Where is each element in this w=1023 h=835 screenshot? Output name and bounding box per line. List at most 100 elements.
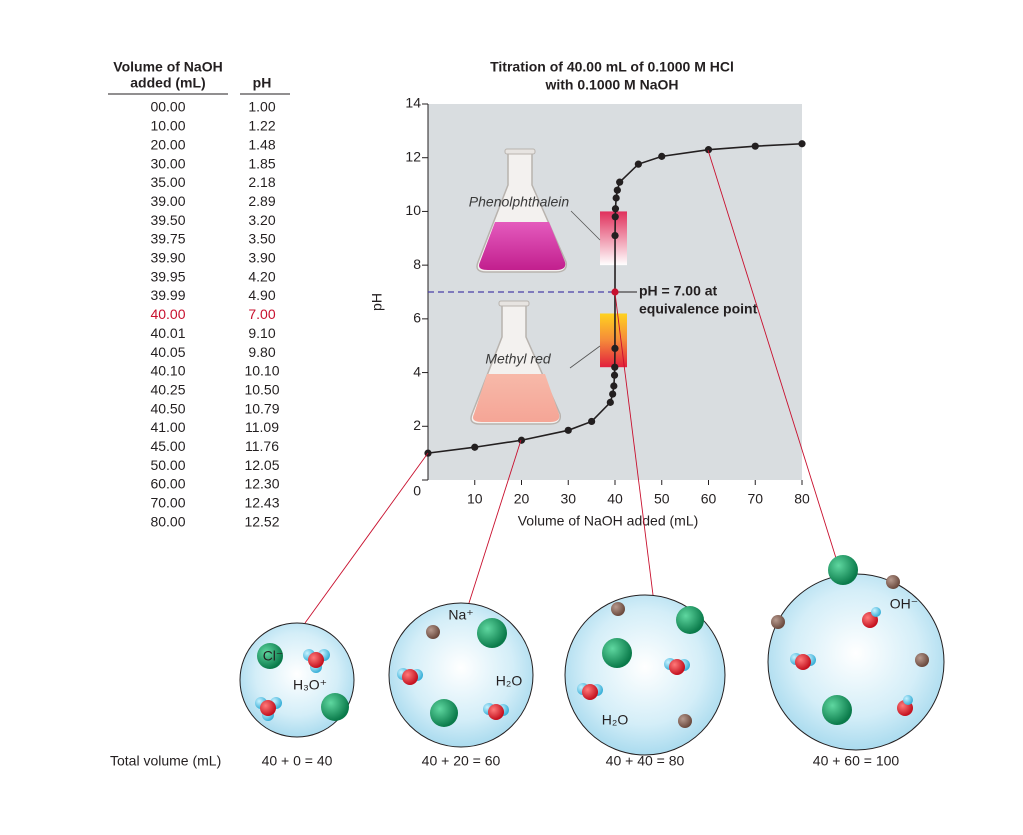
- connector-line: [304, 452, 429, 624]
- table-cell: 9.10: [248, 325, 275, 341]
- particle: [260, 700, 276, 716]
- particle: [488, 704, 504, 720]
- species-label: H₂O: [496, 673, 523, 689]
- data-point: [606, 398, 614, 406]
- table-cell: 39.90: [150, 250, 185, 266]
- data-point: [611, 213, 619, 221]
- table-header: Volume of NaOH: [113, 59, 222, 75]
- data-point: [613, 186, 621, 194]
- leader-line: [570, 210, 601, 241]
- data-point: [611, 344, 619, 352]
- table-cell: 11.76: [245, 438, 279, 454]
- data-point: [611, 363, 619, 371]
- table-cell: 12.05: [244, 457, 279, 473]
- indicator-label: Methyl red: [485, 351, 552, 367]
- table-cell: 39.50: [150, 212, 185, 228]
- y-axis-label: pH: [369, 293, 385, 311]
- table-cell: 40.25: [150, 381, 185, 397]
- table-cell: 35.00: [150, 174, 185, 190]
- table-cell: 20.00: [150, 136, 185, 152]
- table-cell: 3.20: [248, 212, 275, 228]
- table-header: added (mL): [130, 75, 205, 91]
- data-point: [611, 288, 619, 296]
- x-tick-label: 50: [654, 491, 670, 507]
- particle: [915, 653, 929, 667]
- y-tick-label: 10: [405, 202, 421, 218]
- data-point: [751, 142, 759, 150]
- particle: [669, 659, 685, 675]
- table-cell: 50.00: [150, 457, 185, 473]
- table-cell: 39.99: [150, 287, 185, 303]
- particle: [257, 643, 283, 669]
- flask-methyl-red: [470, 300, 562, 425]
- particle: [477, 618, 507, 648]
- particle: [871, 607, 881, 617]
- table-cell: 1.48: [248, 136, 275, 152]
- data-point: [564, 426, 572, 434]
- table-cell: 70.00: [150, 495, 185, 511]
- particle: [426, 625, 440, 639]
- x-tick-label: 40: [607, 491, 623, 507]
- data-point: [611, 232, 619, 240]
- y-tick-label: 8: [413, 256, 421, 272]
- indicator-label: Phenolphthalein: [469, 194, 570, 210]
- data-point: [616, 178, 624, 186]
- table-cell: 7.00: [248, 306, 275, 322]
- particle: [676, 606, 704, 634]
- table-cell: 41.00: [150, 419, 185, 435]
- y-tick-label: 2: [413, 417, 421, 433]
- table-cell: 9.80: [248, 344, 275, 360]
- y-tick-label: 6: [413, 310, 421, 326]
- x-tick-label: 70: [747, 491, 763, 507]
- particle: [903, 695, 913, 705]
- table-cell: 3.90: [248, 250, 275, 266]
- particle: [678, 714, 692, 728]
- particle: [430, 699, 458, 727]
- total-volume: 40 + 40 = 80: [606, 753, 685, 769]
- table-cell: 4.90: [248, 287, 275, 303]
- table-cell: 4.20: [248, 268, 275, 284]
- table-cell: 80.00: [150, 513, 185, 529]
- table-cell: 12.43: [244, 495, 279, 511]
- particle: [602, 638, 632, 668]
- table-cell: 00.00: [150, 99, 185, 115]
- total-volume: 40 + 0 = 40: [262, 753, 333, 769]
- species-label: Cl⁻: [263, 648, 284, 664]
- species-label: Na⁺: [448, 607, 473, 623]
- data-point: [610, 371, 619, 379]
- connector-line: [468, 439, 522, 604]
- x-axis-label: Volume of NaOH added (mL): [518, 513, 699, 529]
- table-cell: 60.00: [150, 476, 185, 492]
- particle: [886, 575, 900, 589]
- chart-title: Titration of 40.00 mL of 0.1000 M HCl: [490, 59, 734, 75]
- data-point: [471, 443, 479, 451]
- table-cell: 1.00: [248, 99, 275, 115]
- table-cell: 40.00: [150, 306, 185, 322]
- particle: [582, 684, 598, 700]
- table-cell: 30.00: [150, 155, 185, 171]
- data-point: [634, 160, 642, 168]
- particle: [828, 555, 858, 585]
- table-cell: 10.10: [244, 363, 279, 379]
- table-cell: 40.01: [150, 325, 185, 341]
- data-point: [658, 152, 666, 160]
- table-cell: 2.18: [248, 174, 275, 190]
- flask-phenolphthalein: [476, 148, 568, 273]
- y-tick-label: 12: [405, 148, 421, 164]
- table-cell: 12.52: [244, 513, 279, 529]
- particle: [771, 615, 785, 629]
- table-cell: 12.30: [244, 476, 279, 492]
- species-label: H₃O⁺: [293, 677, 327, 693]
- table-cell: 45.00: [150, 438, 185, 454]
- leader-line: [569, 345, 601, 369]
- data-point: [517, 436, 526, 444]
- x-tick-label: 20: [514, 491, 530, 507]
- y-tick-label: 4: [413, 363, 421, 379]
- particle: [822, 695, 852, 725]
- table-header: pH: [253, 75, 272, 91]
- y-tick-label: 14: [405, 95, 421, 111]
- particle: [611, 602, 625, 616]
- total-volume: 40 + 60 = 100: [813, 753, 900, 769]
